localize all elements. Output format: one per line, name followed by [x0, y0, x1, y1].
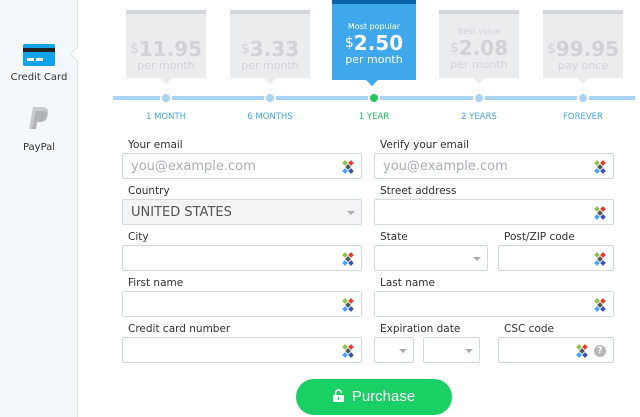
plan-period: per month: [137, 59, 195, 72]
plan-label[interactable]: 1 YEAR: [358, 112, 390, 122]
plan-label[interactable]: 6 MONTHS: [247, 112, 293, 122]
csc-field[interactable]: ?: [498, 337, 614, 363]
expiration-month-select[interactable]: [374, 337, 414, 363]
chevron-down-icon: [465, 349, 473, 353]
purchase-label: Purchase: [351, 388, 416, 405]
plan-period: per month: [450, 58, 508, 71]
plan-tag: Best value: [457, 27, 501, 36]
verify-email-placeholder: you@example.com: [383, 159, 508, 174]
autofill-icon[interactable]: [341, 344, 355, 358]
plan-slider-stop[interactable]: [473, 92, 485, 104]
plan-amount: 3.33: [249, 37, 300, 61]
plan-slider-stop[interactable]: [368, 92, 380, 104]
verify-email-label: Verify your email: [380, 139, 470, 151]
card-number-field[interactable]: [122, 337, 362, 363]
help-icon[interactable]: ?: [594, 345, 606, 357]
plan-amount: 2.50: [353, 31, 404, 55]
sidebar-item-credit-card[interactable]: Credit Card: [0, 44, 78, 83]
autofill-icon[interactable]: [575, 344, 589, 358]
plan-price: $99.95: [543, 38, 623, 60]
country-value: UNITED STATES: [131, 205, 232, 220]
plan-label[interactable]: FOREVER: [563, 112, 603, 122]
plan-price: $2.08: [439, 37, 519, 59]
plan-card[interactable]: Most popular $2.50 per month: [332, 0, 416, 86]
plan-card[interactable]: $99.95 pay once: [543, 10, 623, 84]
payment-method-sidebar: Credit Card PayPal: [0, 0, 78, 417]
autofill-icon[interactable]: [341, 160, 355, 174]
plan-label[interactable]: 1 MONTH: [145, 112, 187, 122]
plan-currency: $: [344, 35, 354, 51]
plan-label[interactable]: 2 YEARS: [461, 112, 497, 122]
first-name-field[interactable]: [122, 291, 362, 317]
plan-amount: 2.08: [458, 36, 509, 60]
street-label: Street address: [380, 185, 457, 197]
zip-field[interactable]: [498, 245, 614, 271]
plan-slider-stop[interactable]: [160, 92, 172, 104]
plan-currency: $: [240, 41, 250, 57]
card-number-label: Credit card number: [128, 323, 231, 335]
first-name-label: First name: [128, 277, 184, 289]
autofill-icon[interactable]: [593, 298, 607, 312]
plan-currency: $: [546, 41, 556, 57]
email-field[interactable]: you@example.com: [122, 153, 362, 179]
plan-card[interactable]: Best value $2.08 per month: [439, 10, 519, 84]
credit-card-icon: [23, 44, 55, 66]
sidebar-item-label: Credit Card: [10, 72, 68, 83]
sidebar-item-label: PayPal: [22, 142, 56, 153]
plan-tag: Most popular: [347, 22, 401, 31]
plan-slider-stop[interactable]: [577, 92, 589, 104]
last-name-label: Last name: [380, 277, 435, 289]
plan-period: pay once: [557, 59, 609, 72]
autofill-icon[interactable]: [593, 206, 607, 220]
state-select[interactable]: [374, 245, 488, 271]
autofill-icon[interactable]: [593, 252, 607, 266]
last-name-field[interactable]: [374, 291, 614, 317]
plan-card[interactable]: $3.33 per month: [230, 10, 310, 84]
plan-amount: 99.95: [555, 37, 620, 61]
purchase-button[interactable]: Purchase: [296, 379, 452, 415]
chevron-down-icon: [347, 211, 355, 215]
verify-email-field[interactable]: you@example.com: [374, 153, 614, 179]
street-field[interactable]: [374, 199, 614, 225]
state-label: State: [380, 231, 408, 243]
chevron-down-icon: [399, 349, 407, 353]
city-label: City: [128, 231, 149, 243]
paypal-icon: [29, 107, 49, 129]
city-field[interactable]: [122, 245, 362, 271]
plan-slider-stop[interactable]: [264, 92, 276, 104]
autofill-icon[interactable]: [593, 160, 607, 174]
autofill-icon[interactable]: [341, 298, 355, 312]
zip-label: Post/ZIP code: [504, 231, 575, 243]
csc-label: CSC code: [504, 323, 554, 335]
email-placeholder: you@example.com: [131, 159, 256, 174]
expiration-label: Expiration date: [380, 323, 461, 335]
plan-price: $3.33: [230, 38, 310, 60]
plan-period: per month: [241, 59, 299, 72]
chevron-down-icon: [473, 257, 481, 261]
country-label: Country: [128, 185, 170, 197]
autofill-icon[interactable]: [341, 252, 355, 266]
plan-card[interactable]: $11.95 per month: [126, 10, 206, 84]
country-select[interactable]: UNITED STATES: [122, 199, 362, 225]
plan-price: $2.50: [332, 32, 416, 54]
plan-currency: $: [129, 41, 139, 57]
plan-currency: $: [449, 40, 459, 56]
sidebar-item-paypal[interactable]: PayPal: [0, 106, 78, 153]
lock-icon: [332, 389, 344, 402]
plan-price: $11.95: [126, 38, 206, 60]
plan-period: per month: [345, 53, 403, 66]
email-label: Your email: [128, 139, 183, 151]
plan-amount: 11.95: [138, 37, 203, 61]
expiration-year-select[interactable]: [423, 337, 480, 363]
